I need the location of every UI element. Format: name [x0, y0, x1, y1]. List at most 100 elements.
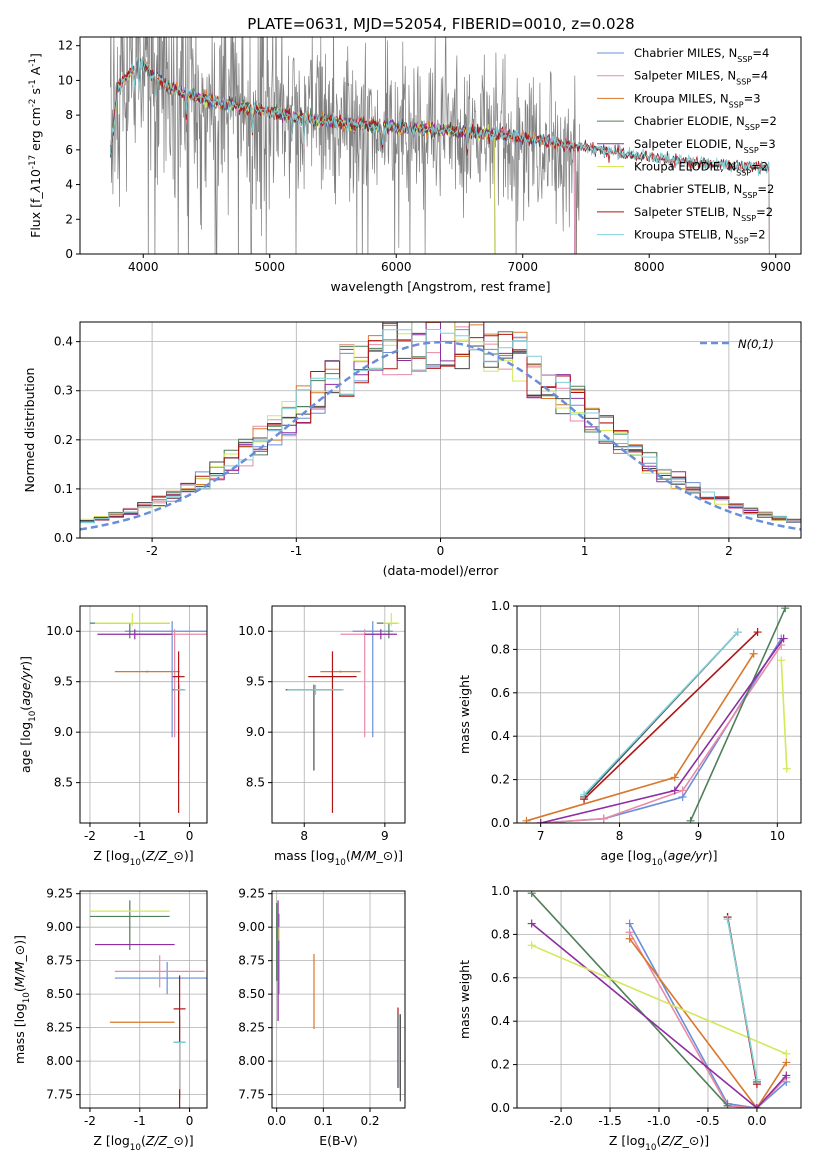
y-tick-label: 0.6 — [491, 971, 510, 985]
legend-label: Kroupa ELODIE, NSSP=2 — [634, 160, 768, 178]
y-tick-label: 8.25 — [46, 1021, 73, 1035]
residual-histogram — [80, 322, 801, 521]
errorbar-point — [173, 684, 186, 695]
series-marker — [580, 790, 589, 799]
y-tick-label: 10.0 — [238, 624, 265, 638]
series-marker — [723, 915, 732, 924]
errorbar-point — [340, 629, 389, 738]
series-marker — [782, 764, 791, 773]
errorbar-point — [320, 670, 361, 673]
legend-label: Chabrier MILES, NSSP=4 — [634, 46, 769, 64]
y-tick-label: 12 — [58, 39, 73, 53]
series-marker — [527, 891, 536, 898]
x-tick-label: 4000 — [128, 260, 159, 274]
y-axis-label: mass weight — [457, 675, 472, 754]
plot-area — [527, 891, 791, 1108]
y-tick-label: 0.0 — [491, 1101, 510, 1115]
mass-weight-series — [531, 922, 787, 1108]
y-tick-label: 8.5 — [54, 776, 73, 790]
y-tick-label: 0.4 — [491, 729, 510, 743]
y-tick-label: 8.00 — [238, 1054, 265, 1068]
x-tick-label: 5000 — [254, 260, 285, 274]
y-tick-label: 8.5 — [246, 776, 265, 790]
x-tick-label: 10 — [770, 829, 785, 843]
series-marker — [749, 649, 758, 658]
chart-massweight_vs_Z: -2.0 -1.5 -1.0 -0.5 0.0 0.0 0.2 0.4 0.6 0.8 1.0 Z [… — [457, 884, 802, 1153]
series-marker — [782, 1058, 791, 1067]
grid-lines — [272, 606, 405, 823]
x-tick-label: 8 — [300, 829, 308, 843]
plot-area — [89, 613, 207, 813]
mass-weight-series — [780, 660, 788, 769]
y-tick-label: 0 — [65, 247, 73, 261]
x-tick-label: 8 — [616, 829, 624, 843]
y-tick-label: 9.25 — [46, 887, 73, 901]
figure-title: PLATE=0631, MJD=52054, FIBERID=0010, z=0… — [247, 15, 634, 33]
axes-frame — [271, 890, 406, 1109]
y-tick-label: 8.50 — [46, 987, 73, 1001]
plot-area — [80, 322, 801, 531]
series-marker — [782, 1071, 791, 1080]
mass-weight-series — [531, 944, 787, 1055]
series-marker — [625, 919, 634, 928]
errorbar-point — [97, 629, 173, 640]
mass-weight-series — [628, 938, 787, 1108]
series-marker — [752, 1075, 761, 1084]
y-tick-label: 1.0 — [491, 884, 510, 898]
plot-area — [89, 900, 207, 1108]
y-tick-label: 8.50 — [238, 987, 265, 1001]
series-marker — [779, 634, 788, 643]
x-tick-label: 6000 — [381, 260, 412, 274]
x-tick-label: -1 — [290, 544, 302, 558]
mass-weight-series — [583, 631, 739, 796]
x-tick-label: 0 — [186, 829, 194, 843]
y-tick-label: 0.2 — [54, 433, 73, 447]
x-axis-label: Z [log10(Z/Z_⊙)] — [93, 1133, 193, 1153]
axes-frame — [79, 605, 208, 824]
errorbar-point — [114, 961, 207, 995]
spectrum-legend: Chabrier MILES, NSSP=4 Salpeter MILES, NS… — [597, 46, 777, 245]
x-tick-label: 0.1 — [314, 1114, 333, 1128]
legend-label: Chabrier ELODIE, NSSP=2 — [634, 114, 777, 132]
series-marker — [686, 816, 695, 823]
model-spectrum — [110, 57, 770, 254]
errorbar-point — [124, 621, 207, 738]
y-tick-label: 8.75 — [238, 954, 265, 968]
mass-weight-series — [583, 631, 759, 800]
plot-area — [276, 900, 401, 1102]
y-axis-label: mass weight — [457, 960, 472, 1039]
series-marker — [753, 628, 762, 637]
errorbar-point — [94, 613, 170, 627]
x-tick-label: -2.0 — [549, 1114, 572, 1128]
plot-area — [110, 37, 770, 254]
y-tick-label: 9.00 — [238, 920, 265, 934]
plot-area — [285, 613, 400, 813]
chart-mass_vs_EBV: 0.0 0.1 0.2 7.75 8.00 8.25 8.50 8.75 9.00 9.25 E(B… — [238, 887, 406, 1148]
series-marker — [599, 814, 608, 823]
errorbar-point — [127, 629, 207, 738]
series-marker — [527, 919, 536, 928]
normal-reference-curve — [80, 340, 801, 531]
errorbar-point — [114, 955, 205, 988]
x-tick-label: -1 — [134, 1114, 146, 1128]
mass-weight-series — [628, 923, 787, 1108]
legend-label: Kroupa MILES, NSSP=3 — [634, 91, 761, 109]
x-axis-label: mass [log10(M/M_⊙)] — [274, 848, 403, 868]
y-tick-label: 8.75 — [46, 954, 73, 968]
x-axis-label: wavelength [Angstrom, rest frame] — [330, 279, 550, 294]
errorbar-point — [89, 900, 170, 950]
y-tick-label: 1.0 — [491, 599, 510, 613]
y-tick-label: 9.0 — [54, 725, 73, 739]
series-marker — [723, 1101, 732, 1108]
x-axis-label: age [log10(age/yr)] — [600, 848, 717, 868]
y-tick-label: 0.2 — [491, 773, 510, 787]
mass-weight-series — [540, 638, 785, 823]
y-axis-label: mass [log10(M/M_⊙)] — [12, 935, 32, 1064]
y-tick-label: 0.1 — [54, 482, 73, 496]
y-tick-label: 8.25 — [238, 1021, 265, 1035]
x-tick-label: 0.0 — [267, 1114, 286, 1128]
axes-frame — [516, 605, 802, 824]
y-tick-label: 0.6 — [491, 686, 510, 700]
x-tick-label: 7 — [537, 829, 545, 843]
